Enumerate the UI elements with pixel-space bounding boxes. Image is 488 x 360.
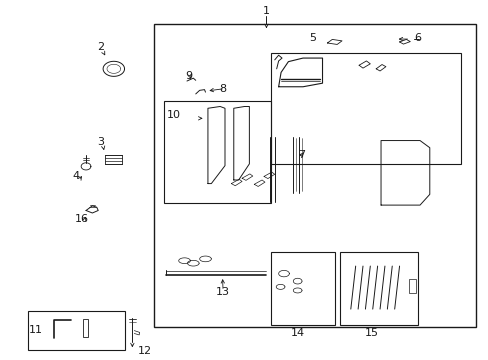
Text: 1: 1 (263, 6, 269, 17)
Text: 5: 5 (308, 33, 316, 43)
Text: 16: 16 (75, 215, 89, 224)
Text: 3: 3 (97, 138, 104, 147)
Text: 11: 11 (29, 325, 43, 335)
Text: 4: 4 (73, 171, 80, 181)
Text: 13: 13 (215, 287, 229, 297)
Text: 8: 8 (219, 84, 225, 94)
Text: 7: 7 (298, 150, 305, 160)
Text: 10: 10 (166, 111, 181, 121)
Text: 14: 14 (290, 328, 305, 338)
Text: 6: 6 (413, 33, 420, 43)
Text: 2: 2 (97, 42, 104, 52)
Text: 12: 12 (137, 346, 151, 356)
Text: 15: 15 (365, 328, 379, 338)
Text: 9: 9 (184, 71, 192, 81)
